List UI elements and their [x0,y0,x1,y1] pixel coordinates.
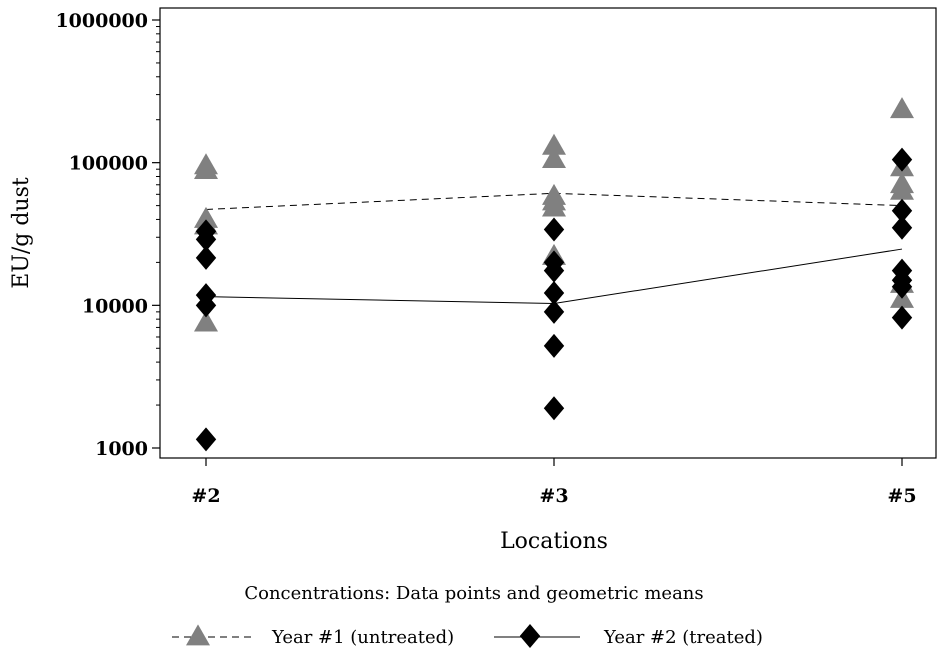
data-point-diamond [543,396,565,421]
data-point-diamond [195,245,217,270]
data-markers [194,97,914,452]
x-axis: #2 #3 #5 [191,458,917,507]
data-point-diamond [195,227,217,252]
data-point-diamond [543,333,565,358]
data-point-diamond [195,293,217,318]
data-point-triangle [890,97,914,119]
data-point-triangle [542,133,566,155]
y-axis-title: EU/g dust [9,177,34,289]
data-point-diamond [891,274,913,299]
x-tick-label: #2 [191,485,220,507]
legend-marker-triangle [186,624,210,646]
legend-marker-diamond [519,624,541,648]
y-tick-label: 1000 [95,438,148,460]
y-axis: 1000 10000 100000 1000000 [55,10,160,460]
data-point-diamond [891,147,913,172]
x-axis-title: Locations [500,529,608,554]
data-point-diamond [543,217,565,242]
data-point-triangle [890,178,914,200]
x-tick-label: #5 [887,485,916,507]
legend-label: Year #2 (treated) [603,627,763,648]
data-point-diamond [891,198,913,223]
data-point-diamond [891,305,913,330]
legend-label: Year #1 (untreated) [271,627,454,648]
y-tick-label: 10000 [82,295,148,317]
data-point-diamond [891,215,913,240]
legend-title: Concentrations: Data points and geometri… [244,583,703,604]
legend: Concentrations: Data points and geometri… [172,583,763,648]
data-point-diamond [195,427,217,452]
x-tick-label: #3 [539,485,568,507]
data-point-triangle [194,157,218,179]
data-point-diamond [543,299,565,324]
y-tick-label: 100000 [69,153,148,175]
data-point-diamond [543,281,565,306]
data-point-diamond [543,258,565,283]
y-tick-label: 1000000 [55,10,148,32]
data-point-triangle [194,310,218,332]
data-point-triangle [542,195,566,217]
data-point-triangle [542,147,566,169]
